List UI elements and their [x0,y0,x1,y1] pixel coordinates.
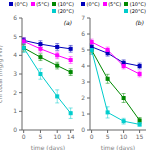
svg-text:6: 6 [13,14,17,21]
svg-text:4: 4 [81,62,85,69]
html-text:(10°C): (10°C) [129,0,146,7]
svg-text:0: 0 [81,126,85,133]
svg-text:14: 14 [67,133,75,140]
svg-text:5: 5 [13,33,17,40]
svg-text:4: 4 [13,51,17,58]
html-text:(b): (b) [135,19,144,26]
svg-text:0: 0 [90,133,94,140]
svg-text:2: 2 [81,94,85,101]
svg-text:5: 5 [81,46,85,53]
svg-text:15: 15 [136,133,144,140]
svg-text:0: 0 [13,126,17,133]
html-text:(0°C): (0°C) [14,0,28,7]
svg-text:3: 3 [13,70,17,77]
svg-text:chl total (mg/g FW): chl total (mg/g FW) [0,45,4,103]
svg-text:1: 1 [13,107,17,114]
html-text:(a): (a) [63,19,72,26]
svg-text:time (days): time (days) [101,144,135,150]
html-text:(5°C): (5°C) [36,0,50,7]
svg-text:7: 7 [81,14,85,21]
html-text:(0°C): (0°C) [86,0,100,7]
svg-text:5: 5 [106,133,110,140]
svg-text:6: 6 [81,30,85,37]
svg-text:1: 1 [81,110,85,117]
svg-text:10: 10 [53,133,61,140]
svg-text:2: 2 [13,89,17,96]
svg-text:time (days): time (days) [31,144,65,150]
html-text:(5°C): (5°C) [108,0,122,7]
html-text:(10°C): (10°C) [57,0,74,7]
svg-text:5: 5 [39,133,43,140]
svg-text:3: 3 [81,78,85,85]
html-text:(20°C): (20°C) [57,7,74,14]
svg-text:10: 10 [120,133,128,140]
svg-text:0: 0 [22,133,26,140]
html-text:(20°C): (20°C) [129,7,146,14]
